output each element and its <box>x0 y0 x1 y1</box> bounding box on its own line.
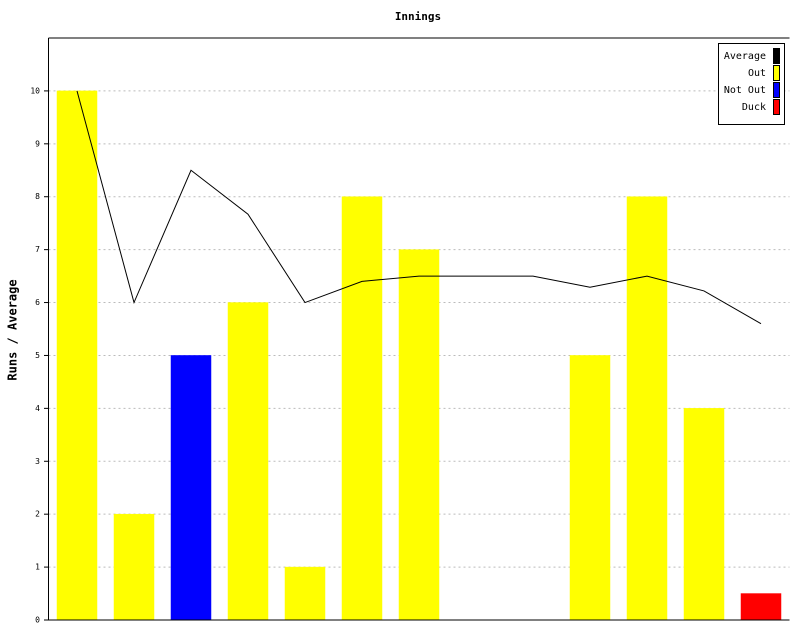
y-tick-label: 5 <box>35 351 40 360</box>
y-tick-label: 4 <box>35 404 40 413</box>
y-axis-title: Runs / Average <box>6 279 20 380</box>
y-tick-label: 1 <box>35 563 40 572</box>
y-tick-label: 3 <box>35 457 40 466</box>
bar <box>569 355 611 621</box>
y-tick-label: 0 <box>35 616 40 625</box>
bar <box>227 302 269 621</box>
bar <box>113 513 155 621</box>
bar <box>341 196 383 621</box>
bar <box>56 90 98 621</box>
bar <box>170 355 212 621</box>
legend-label: Average <box>724 51 766 62</box>
y-tick-label: 9 <box>35 139 40 148</box>
y-tick-label: 7 <box>35 245 40 254</box>
legend-swatch <box>773 65 780 81</box>
bar <box>398 249 440 621</box>
bar <box>626 196 668 621</box>
legend-label: Out <box>748 68 766 79</box>
legend-swatch <box>773 48 780 64</box>
average-line <box>76 90 762 325</box>
legend-label: Not Out <box>724 85 766 96</box>
bar <box>284 566 326 621</box>
y-tick-label: 10 <box>30 86 40 95</box>
chart-title: Innings <box>395 10 441 23</box>
y-tick-label: 8 <box>35 192 40 201</box>
bar <box>740 593 782 621</box>
bar <box>683 408 725 621</box>
legend-label: Duck <box>742 102 766 113</box>
legend-swatch <box>773 82 780 98</box>
legend-swatch <box>773 99 780 115</box>
y-tick-label: 2 <box>35 510 40 519</box>
y-tick-label: 6 <box>35 298 40 307</box>
